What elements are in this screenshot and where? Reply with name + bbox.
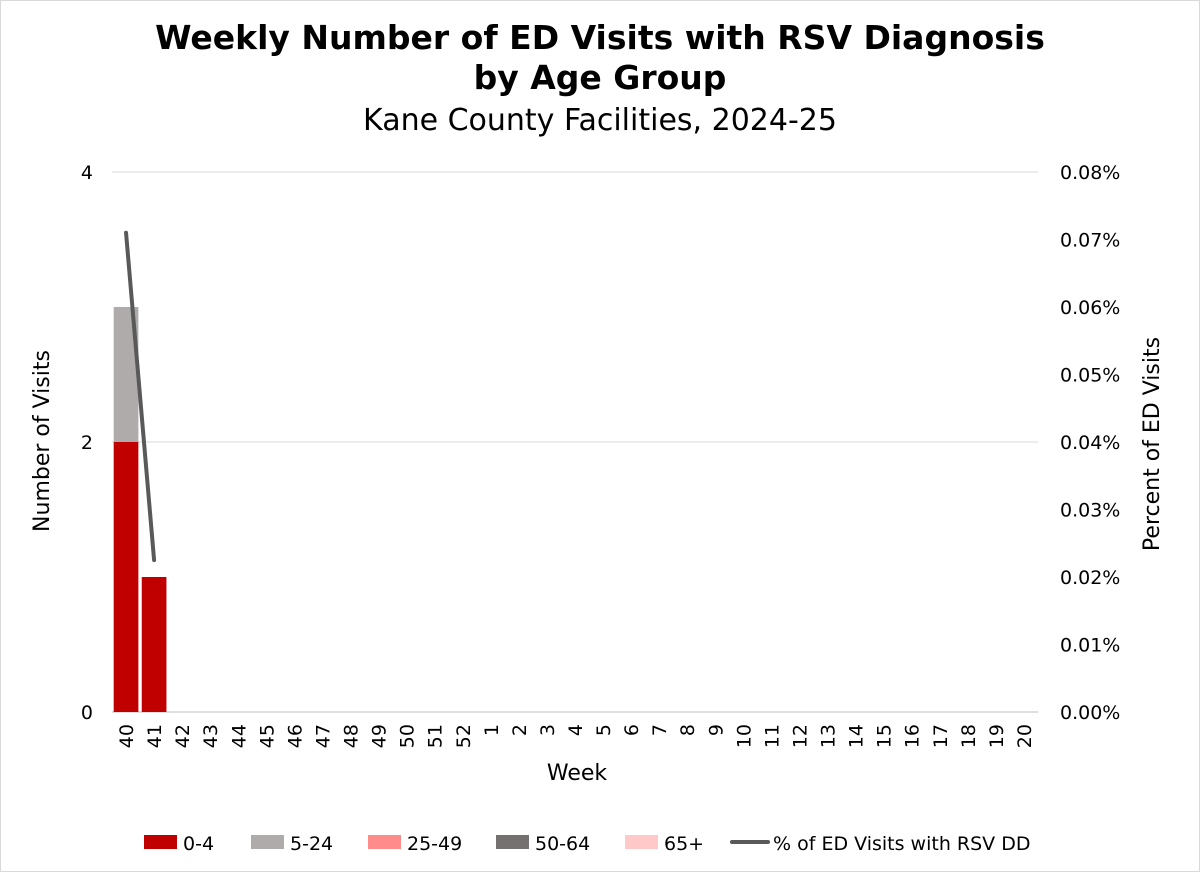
legend-label: 65+ — [664, 833, 704, 855]
chart-title-line-2: by Age Group — [473, 58, 727, 97]
percent-line — [124, 230, 157, 563]
legend: 0-4 5-24 25-49 50-64 65+ % of ED Visits with … — [144, 833, 1030, 855]
x-tick-label: 1 — [481, 724, 503, 736]
x-tick-label: 42 — [172, 724, 194, 748]
y2-tick-label: 0.00% — [1060, 702, 1120, 724]
gridlines — [112, 171, 1038, 713]
y-tick-label: 2 — [81, 432, 93, 454]
y2-tick-label: 0.07% — [1060, 230, 1120, 252]
y-tick-label: 0 — [81, 702, 93, 724]
x-tick-label: 52 — [453, 724, 475, 748]
x-tick-label: 8 — [677, 724, 699, 736]
x-tick-label: 10 — [733, 724, 755, 748]
x-tick-label: 44 — [228, 724, 250, 748]
axes: 0 2 4 0.00% 0.01% 0.02% 0.03% 0.04% 0.05% 0.06% 0.… — [81, 162, 1120, 748]
x-tick-label: 51 — [425, 724, 447, 748]
legend-swatch — [144, 835, 177, 849]
legend-swatch — [496, 835, 529, 849]
y2-tick-label: 0.05% — [1060, 365, 1120, 387]
x-tick-label: 13 — [818, 724, 840, 748]
bar — [113, 442, 139, 712]
x-tick-label: 40 — [116, 724, 138, 748]
x-tick-label: 4 — [565, 724, 587, 736]
legend-swatch — [251, 835, 284, 849]
x-tick-label: 6 — [621, 724, 643, 736]
legend-label: 50-64 — [535, 833, 590, 855]
bars — [113, 307, 167, 712]
x-tick-label: 15 — [874, 724, 896, 748]
x-tick-label: 7 — [649, 724, 671, 736]
y2-tick-label: 0.02% — [1060, 567, 1120, 589]
x-tick-label: 5 — [593, 724, 615, 736]
x-axis-title: Week — [547, 761, 608, 786]
x-tick-label: 46 — [284, 724, 306, 748]
x-tick-label: 47 — [312, 724, 334, 748]
y2-tick-label: 0.04% — [1060, 432, 1120, 454]
y-tick-label: 4 — [81, 162, 93, 184]
x-tick-label: 2 — [509, 724, 531, 736]
x-tick-label: 14 — [846, 724, 868, 748]
x-tick-label: 49 — [369, 724, 391, 748]
x-tick-label: 45 — [256, 724, 278, 748]
x-tick-label: 3 — [537, 724, 559, 736]
chart-subtitle: Kane County Facilities, 2024-25 — [363, 103, 837, 138]
y2-tick-label: 0.08% — [1060, 162, 1120, 184]
x-tick-label: 17 — [930, 724, 952, 748]
legend-label: 0-4 — [183, 833, 214, 855]
x-tick-label: 20 — [1014, 724, 1036, 748]
percent-line-layer — [124, 230, 157, 563]
legend-label: 5-24 — [290, 833, 333, 855]
chart-title: Weekly Number of ED Visits with RSV Diag… — [1, 18, 1199, 98]
x-tick-label: 19 — [986, 724, 1008, 748]
x-tick-label: 11 — [761, 724, 783, 748]
x-tick-label: 16 — [902, 724, 924, 748]
y2-tick-label: 0.03% — [1060, 500, 1120, 522]
x-tick-label: 12 — [789, 724, 811, 748]
y2-tick-label: 0.06% — [1060, 297, 1120, 319]
x-tick-label: 18 — [958, 724, 980, 748]
bar — [141, 577, 167, 712]
x-tick-label: 9 — [705, 724, 727, 736]
legend-swatch — [625, 835, 658, 849]
x-tick-label: 48 — [341, 724, 363, 748]
legend-label: 25-49 — [407, 833, 462, 855]
y-axis-title: Number of Visits — [30, 350, 55, 532]
x-tick-label: 41 — [144, 724, 166, 748]
x-tick-label: 50 — [397, 724, 419, 748]
y2-tick-label: 0.01% — [1060, 635, 1120, 657]
legend-swatch — [368, 835, 401, 849]
x-tick-label: 43 — [200, 724, 222, 748]
y2-axis-title: Percent of ED Visits — [1140, 337, 1165, 551]
chart-title-line-1: Weekly Number of ED Visits with RSV Diag… — [155, 18, 1045, 57]
legend-label: % of ED Visits with RSV DD — [773, 833, 1030, 855]
